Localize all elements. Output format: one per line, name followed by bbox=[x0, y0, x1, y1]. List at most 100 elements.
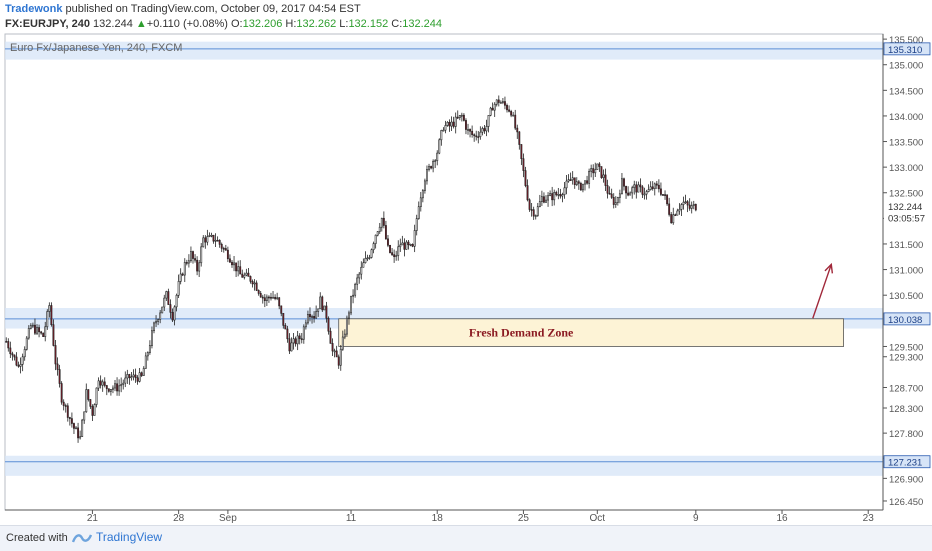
low-label: L: bbox=[339, 18, 349, 30]
candle-body bbox=[370, 249, 373, 258]
candle-body bbox=[7, 341, 10, 349]
candle-body bbox=[499, 102, 502, 104]
demand-zone-box[interactable] bbox=[338, 318, 844, 347]
tradingview-link[interactable]: TradingView bbox=[72, 530, 162, 544]
candle-body bbox=[62, 401, 65, 406]
candle-body bbox=[481, 128, 484, 133]
candle-body bbox=[553, 192, 556, 201]
candle-body bbox=[664, 194, 666, 196]
candle-body bbox=[473, 134, 476, 137]
candle-body bbox=[662, 194, 664, 196]
candle-body bbox=[442, 129, 445, 132]
candle-body bbox=[257, 290, 260, 294]
candle-body bbox=[294, 338, 297, 345]
candle-body bbox=[651, 186, 654, 190]
candle-body bbox=[265, 296, 268, 301]
candle-body bbox=[625, 185, 627, 194]
candle-body bbox=[255, 282, 258, 291]
candle-body bbox=[465, 120, 467, 130]
candle-body bbox=[456, 116, 459, 119]
candle-body bbox=[635, 184, 638, 193]
publish-line: Tradewonk published on TradingView.com, … bbox=[5, 3, 361, 15]
candle-body bbox=[151, 330, 153, 346]
candle-body bbox=[407, 241, 410, 246]
candle-body bbox=[58, 369, 61, 384]
candle-body bbox=[551, 193, 554, 201]
author-link[interactable]: Tradewonk bbox=[5, 3, 63, 15]
candle-body bbox=[128, 374, 131, 379]
candle-body bbox=[218, 240, 221, 245]
candle-body bbox=[454, 116, 457, 127]
candle-body bbox=[91, 406, 94, 416]
candle-body bbox=[504, 101, 506, 106]
candle-body bbox=[148, 345, 151, 353]
candle-body bbox=[621, 178, 623, 195]
y-tick-label: 134.000 bbox=[889, 112, 923, 123]
candle-body bbox=[378, 226, 381, 232]
candle-body bbox=[647, 189, 650, 192]
candle-body bbox=[73, 423, 75, 429]
chart-header: Tradewonk published on TradingView.com, … bbox=[0, 0, 932, 34]
candle-body bbox=[389, 244, 391, 253]
candle-body bbox=[393, 254, 396, 257]
candle-body bbox=[563, 187, 566, 195]
candle-body bbox=[612, 197, 615, 205]
candle-body bbox=[251, 281, 254, 285]
candle-body bbox=[491, 107, 494, 111]
support-resistance-zone bbox=[5, 41, 883, 60]
candle-body bbox=[616, 197, 619, 203]
candle-body bbox=[319, 296, 322, 310]
candle-body bbox=[138, 372, 141, 382]
candle-body bbox=[604, 174, 607, 186]
candle-body bbox=[323, 305, 326, 311]
candle-body bbox=[530, 209, 533, 211]
candle-body bbox=[489, 107, 492, 116]
candle-body bbox=[75, 427, 77, 430]
candle-body bbox=[676, 210, 679, 216]
candle-body bbox=[116, 383, 118, 392]
candle-body bbox=[15, 356, 18, 366]
candle-body bbox=[666, 194, 669, 205]
candle-body bbox=[290, 342, 293, 352]
candle-body bbox=[54, 345, 57, 365]
candle-body bbox=[354, 283, 357, 296]
candle-body bbox=[569, 179, 572, 181]
y-tick-label: 128.700 bbox=[889, 383, 923, 394]
candle-body bbox=[300, 338, 303, 341]
candle-body bbox=[584, 180, 586, 185]
candle-body bbox=[5, 341, 8, 343]
price-chart[interactable]: Fresh Demand Zone 126.450126.900127.3001… bbox=[0, 0, 932, 525]
candle-body bbox=[415, 218, 418, 231]
candle-body bbox=[549, 193, 552, 196]
candle-body bbox=[629, 192, 632, 196]
candle-body bbox=[350, 295, 352, 314]
candle-body bbox=[618, 193, 621, 198]
candle-body bbox=[311, 316, 313, 318]
candle-body bbox=[506, 104, 508, 111]
candle-body bbox=[220, 243, 223, 249]
candle-body bbox=[561, 194, 564, 197]
candle-body bbox=[547, 195, 549, 201]
candle-body bbox=[79, 436, 82, 439]
candle-body bbox=[231, 261, 233, 266]
candle-body bbox=[167, 291, 170, 305]
candle-body bbox=[536, 206, 539, 216]
candle-body bbox=[686, 201, 689, 206]
candle-body bbox=[169, 304, 172, 313]
candle-body bbox=[198, 262, 201, 272]
candle-body bbox=[668, 203, 671, 215]
candle-body bbox=[329, 330, 332, 344]
candle-body bbox=[298, 335, 301, 340]
open-value: 132.206 bbox=[242, 18, 283, 30]
candle-body bbox=[655, 183, 658, 186]
price-label-text: 135.310 bbox=[888, 45, 922, 56]
created-with-text: Created with bbox=[6, 532, 68, 544]
candle-body bbox=[366, 257, 369, 260]
candle-body bbox=[540, 196, 543, 202]
price-label-box bbox=[884, 199, 930, 212]
y-tick-label: 128.300 bbox=[889, 404, 923, 415]
candle-body bbox=[497, 99, 500, 103]
price-label-text: 132.244 bbox=[888, 202, 922, 213]
candle-body bbox=[348, 312, 350, 319]
candle-body bbox=[419, 197, 422, 208]
